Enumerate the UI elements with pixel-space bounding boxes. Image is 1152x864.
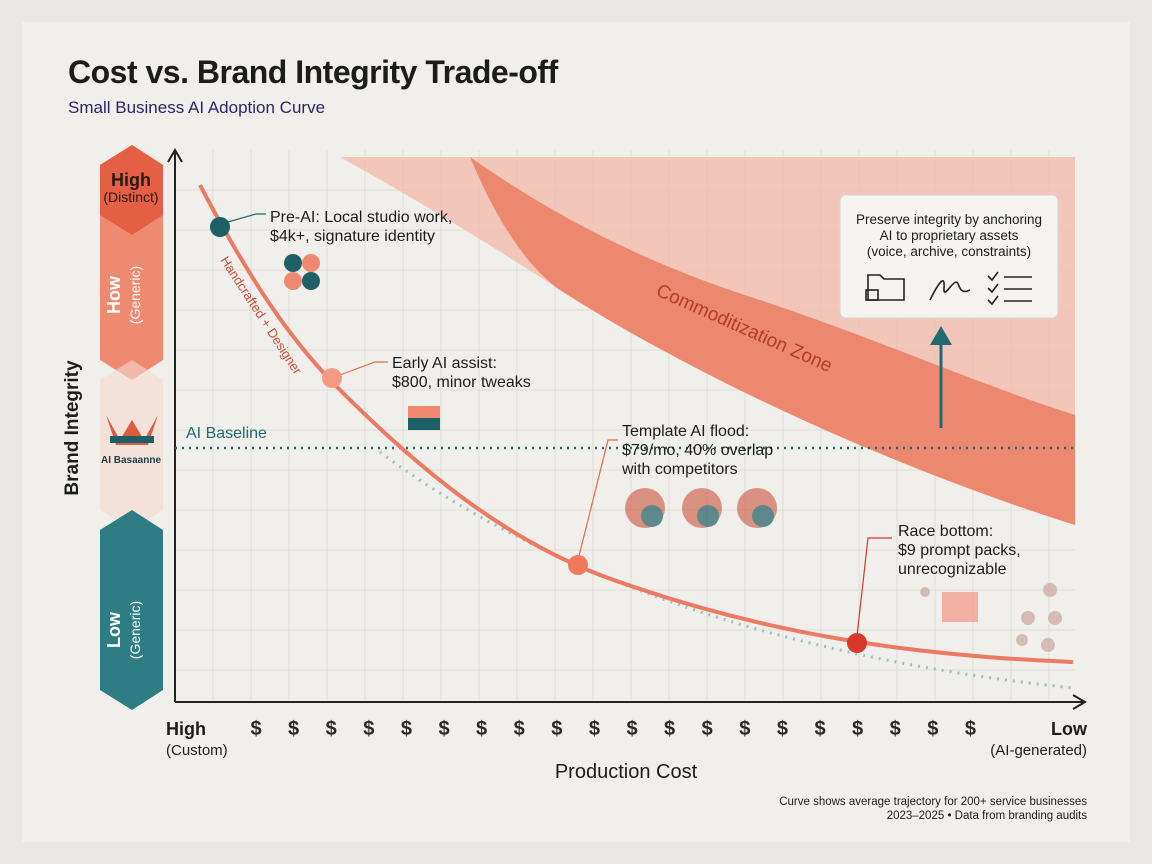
x-tick: $ [777,718,788,740]
x-right-label: (AI-generated) [990,742,1087,759]
annotation: $4k+, signature identity [270,228,435,245]
zone-band [470,157,1075,525]
x-tick: $ [664,718,675,740]
x-tick: $ [626,718,637,740]
x-tick: $ [438,718,449,740]
band-label: (Generic) [127,601,143,659]
callout-box [839,194,1059,319]
y-axis-label: Brand Integrity [62,360,83,496]
annotation: Template AI flood: [622,423,749,440]
x-tick: $ [927,718,938,740]
x-tick: $ [363,718,374,740]
x-right-label: Low [1051,719,1088,739]
x-tick: $ [401,718,412,740]
x-tick: $ [739,718,750,740]
x-tick: $ [476,718,487,740]
band-label: (Generic) [127,266,143,324]
x-tick: $ [250,718,261,740]
annotation: unrecognizable [898,561,1007,578]
point-race [847,633,867,653]
band-label: (Distinct) [103,189,158,205]
point-pre-ai [210,217,230,237]
leaders [227,213,892,637]
axes [167,148,1087,710]
point-early-ai [322,368,342,388]
callout-text: (voice, archive, constraints) [867,244,1031,259]
callout-text: AI to proprietary assets [880,228,1019,243]
callout-icons [865,271,1032,306]
annotation: $9 prompt packs, [898,542,1021,559]
band-label: How [104,275,124,314]
baseline-label: AI Baseline [186,425,267,442]
arrow-head [930,326,952,345]
x-tick: $ [702,718,713,740]
footnote: Curve shows average trajectory for 200+ … [779,796,1087,808]
logo-icons [284,254,1062,652]
integrity-bands [100,145,163,710]
point-template [568,555,588,575]
x-tick: $ [852,718,863,740]
annotation: with competitors [621,461,738,478]
adoption-curve [198,184,1074,664]
x-tick: $ [965,718,976,740]
x-left-label: High [166,719,206,739]
annotation: $800, minor tweaks [392,374,531,391]
x-tick: $ [288,718,299,740]
x-tick: $ [551,718,562,740]
footnote: 2023–2025 • Data from branding audits [887,810,1088,822]
band-label: AI Basaanne [101,455,161,466]
x-tick: $ [514,718,525,740]
annotation: $79/mo, 40% overlap [622,442,773,459]
x-tick: $ [326,718,337,740]
x-tick: $ [589,718,600,740]
band-label: High [111,170,151,190]
callout-text: Preserve integrity by anchoring [856,212,1042,227]
annotation: Early AI assist: [392,355,497,372]
annotation: Race bottom: [898,523,993,540]
title: Cost vs. Brand Integrity Trade-off [68,54,559,90]
subtitle: Small Business AI Adoption Curve [68,98,325,117]
x-left-label: (Custom) [166,742,228,759]
x-axis-label: Production Cost [555,761,698,783]
annotation: Pre-AI: Local studio work, [270,209,452,226]
x-tick: $ [814,718,825,740]
x-tick: $ [890,718,901,740]
band-label: Low [104,611,124,648]
